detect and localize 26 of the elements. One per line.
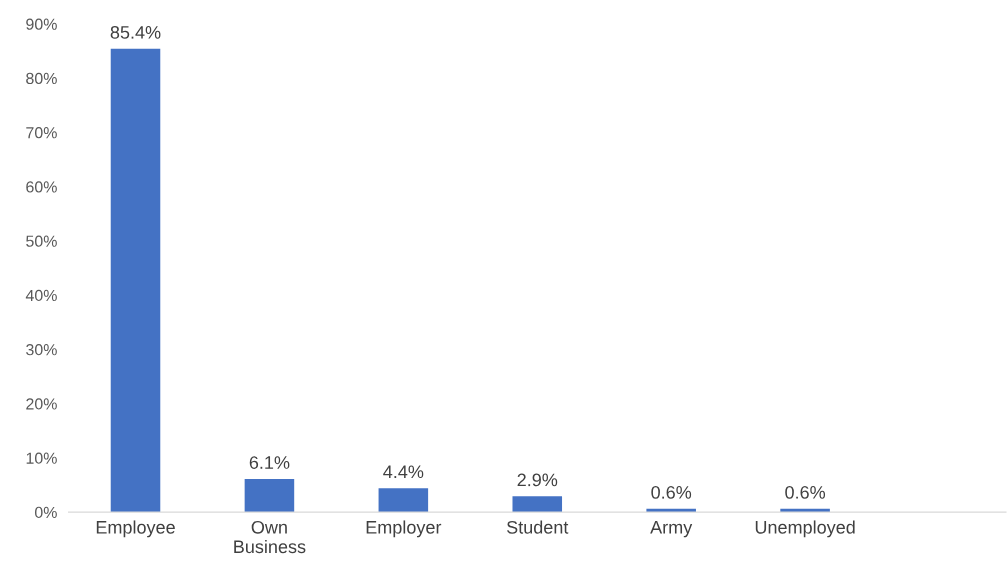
bar [378,488,429,513]
y-tick-label: 30% [26,344,57,356]
x-tick-label: Army [650,521,693,538]
x-tick-label: Employer [366,520,442,538]
x-tick-label: Unemployed [755,520,855,538]
y-tick-label: 60% [26,181,57,193]
bar [512,496,563,513]
x-tick-label: Own Business [234,520,306,554]
data-label: 85.4% [110,25,161,39]
data-label: 2.9% [517,473,558,487]
data-label: 0.6% [785,485,826,499]
y-tick-label: 0% [34,506,57,519]
data-label: 0.6% [651,485,692,499]
y-tick-label: 80% [26,72,57,85]
y-tick-label: 40% [25,289,57,302]
data-label: 4.4% [383,465,424,479]
y-tick-label: 20% [26,398,57,410]
x-tick-label: Employee [96,520,175,538]
bar [244,479,295,513]
y-tick-label: 10% [26,452,57,464]
data-label: 6.1% [249,456,290,469]
x-tick-label: Student [506,520,569,534]
y-tick-label: 70% [26,127,57,139]
bar [110,48,161,513]
y-tick-label: 90% [26,18,57,30]
y-tick-label: 50% [26,235,57,247]
